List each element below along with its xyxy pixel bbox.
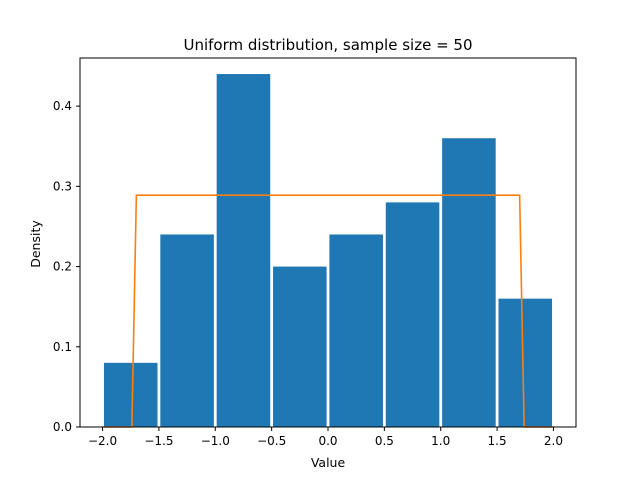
histogram-bar (103, 362, 158, 427)
x-tick-label: 0.5 (375, 434, 394, 448)
y-axis-label: Density (28, 220, 43, 268)
histogram-bars (103, 74, 553, 427)
histogram-bar (160, 234, 214, 427)
x-tick-label: 1.0 (431, 434, 450, 448)
chart-title: Uniform distribution, sample size = 50 (184, 36, 473, 54)
histogram-bar (498, 298, 553, 427)
histogram-bar (216, 74, 271, 427)
x-tick-label: −2.0 (88, 434, 117, 448)
y-tick-label: 0.4 (53, 99, 72, 113)
x-axis-label: Value (311, 455, 346, 470)
x-axis-ticks: −2.0 −1.5 −1.0 −0.5 0.0 0.5 1.0 1.5 2.0 (88, 427, 563, 448)
histogram-bar (385, 202, 440, 427)
y-tick-label: 0.3 (53, 179, 72, 193)
x-tick-label: 1.5 (488, 434, 507, 448)
histogram-bar (329, 234, 383, 427)
histogram-bar (273, 266, 327, 427)
y-tick-label: 0.2 (53, 260, 72, 274)
x-tick-label: −1.0 (201, 434, 230, 448)
x-tick-label: 0.0 (318, 434, 337, 448)
x-tick-label: −1.5 (144, 434, 173, 448)
y-tick-label: 0.1 (53, 340, 72, 354)
x-tick-label: 2.0 (544, 434, 563, 448)
y-tick-label: 0.0 (53, 420, 72, 434)
x-tick-label: −0.5 (257, 434, 286, 448)
histogram-bar (442, 138, 496, 427)
y-axis-ticks: 0.0 0.1 0.2 0.3 0.4 (53, 99, 80, 434)
